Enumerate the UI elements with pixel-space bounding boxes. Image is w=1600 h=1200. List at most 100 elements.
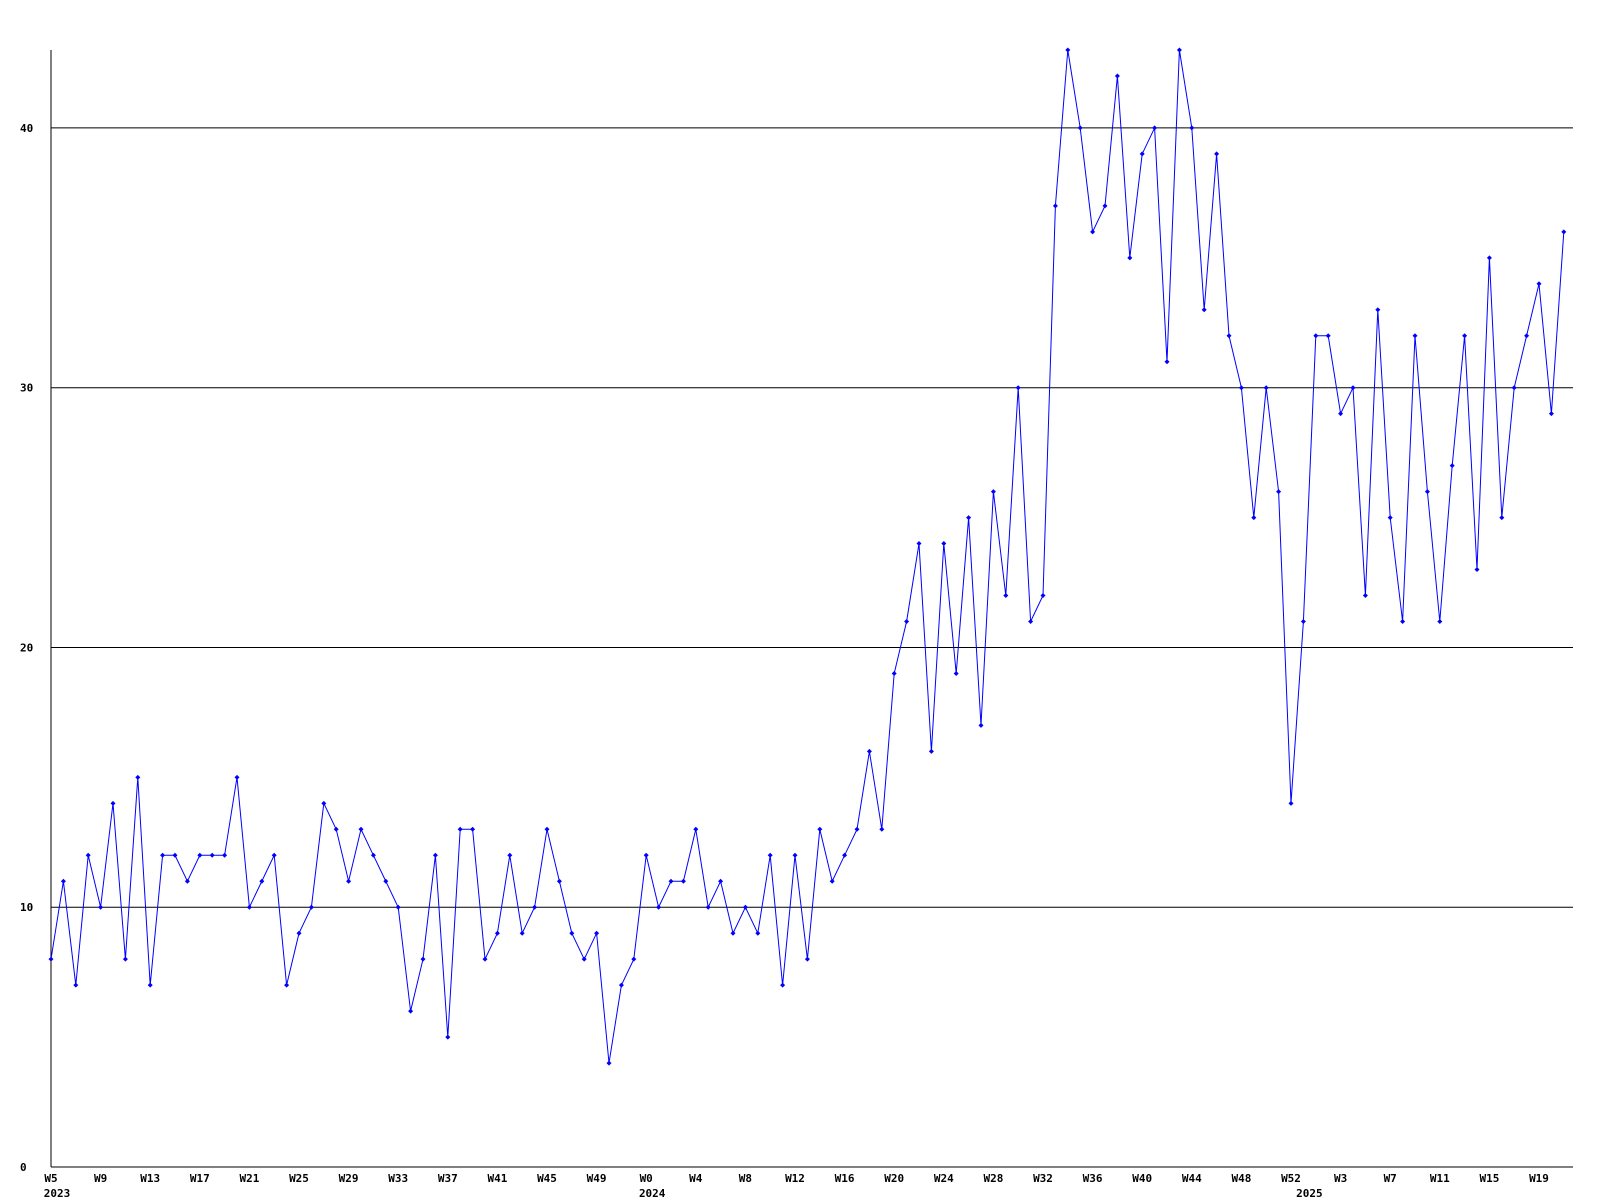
data-point: [1263, 385, 1269, 391]
data-point: [1152, 125, 1158, 131]
x-tick-label: W4: [689, 1172, 703, 1185]
data-point: [48, 956, 54, 962]
data-point: [296, 930, 302, 936]
data-point: [1511, 385, 1517, 391]
year-label: 2023: [44, 1187, 71, 1200]
data-point: [1114, 73, 1120, 79]
data-point: [966, 515, 972, 521]
data-point: [804, 956, 810, 962]
data-point: [284, 982, 290, 988]
x-tick-label: W24: [934, 1172, 954, 1185]
data-point: [581, 956, 587, 962]
x-tick-label: W41: [487, 1172, 507, 1185]
data-point: [904, 618, 910, 624]
data-point: [928, 748, 934, 754]
data-point: [1338, 411, 1344, 417]
data-point: [1313, 333, 1319, 339]
y-tick-label: 10: [20, 901, 33, 914]
x-tick-label: W32: [1033, 1172, 1053, 1185]
data-point: [891, 670, 897, 676]
x-tick-label: W49: [587, 1172, 607, 1185]
x-tick-label: W36: [1083, 1172, 1103, 1185]
data-point: [1065, 47, 1071, 53]
data-point: [172, 852, 178, 858]
data-point: [1201, 307, 1207, 313]
data-point: [308, 904, 314, 910]
data-point: [420, 956, 426, 962]
data-point: [556, 878, 562, 884]
data-point: [1214, 151, 1220, 157]
data-point: [854, 826, 860, 832]
data-point: [532, 904, 538, 910]
data-point: [569, 930, 575, 936]
y-tick-label: 0: [20, 1161, 27, 1174]
data-point: [1238, 385, 1244, 391]
data-point: [470, 826, 476, 832]
data-point: [594, 930, 600, 936]
data-point: [408, 1008, 414, 1014]
data-point: [1077, 125, 1083, 131]
data-point: [482, 956, 488, 962]
data-point: [916, 541, 922, 547]
data-point: [432, 852, 438, 858]
data-point: [1090, 229, 1096, 235]
data-point: [519, 930, 525, 936]
data-point: [160, 852, 166, 858]
data-line: [50, 49, 1565, 1064]
data-point: [246, 904, 252, 910]
data-point: [631, 956, 637, 962]
x-tick-label: W0: [640, 1172, 653, 1185]
x-tick-label: W9: [94, 1172, 107, 1185]
x-tick-label: W37: [438, 1172, 458, 1185]
data-point: [346, 878, 352, 884]
year-label: 2024: [639, 1187, 666, 1200]
data-point: [656, 904, 662, 910]
data-point: [197, 852, 203, 858]
x-tick-label: W3: [1334, 1172, 1347, 1185]
data-point: [792, 852, 798, 858]
data-point: [1251, 515, 1257, 521]
data-point: [321, 800, 327, 806]
x-tick-label: W44: [1182, 1172, 1202, 1185]
data-point: [1052, 203, 1058, 209]
data-point: [618, 982, 624, 988]
data-point: [457, 826, 463, 832]
data-point: [271, 852, 277, 858]
data-point: [147, 982, 153, 988]
x-tick-label: W16: [835, 1172, 855, 1185]
x-tick-label: W19: [1529, 1172, 1549, 1185]
x-tick-label: W40: [1132, 1172, 1152, 1185]
data-point: [693, 826, 699, 832]
data-point: [110, 800, 116, 806]
x-tick-label: W29: [339, 1172, 359, 1185]
x-tick-label: W8: [739, 1172, 752, 1185]
data-point: [1003, 593, 1009, 599]
data-point: [1300, 618, 1306, 624]
data-point: [135, 774, 141, 780]
data-point: [1524, 333, 1530, 339]
data-point: [1276, 489, 1282, 495]
y-tick-label: 20: [20, 641, 33, 654]
data-point: [1449, 463, 1455, 469]
data-point: [85, 852, 91, 858]
data-point: [544, 826, 550, 832]
data-point: [1474, 567, 1480, 573]
data-point: [1400, 618, 1406, 624]
data-point: [1375, 307, 1381, 313]
x-tick-label: W5: [44, 1172, 57, 1185]
data-point: [209, 852, 215, 858]
data-point: [842, 852, 848, 858]
data-point: [494, 930, 500, 936]
data-point: [1350, 385, 1356, 391]
data-point: [742, 904, 748, 910]
data-point: [98, 904, 104, 910]
data-point: [1288, 800, 1294, 806]
data-point: [1176, 47, 1182, 53]
x-tick-label: W28: [983, 1172, 1003, 1185]
data-point: [1561, 229, 1567, 235]
data-point: [73, 982, 79, 988]
data-point: [1139, 151, 1145, 157]
x-tick-label: W17: [190, 1172, 210, 1185]
